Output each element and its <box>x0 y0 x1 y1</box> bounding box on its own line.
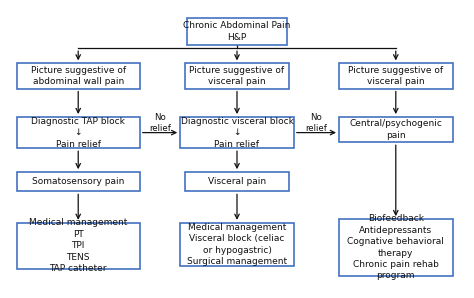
FancyBboxPatch shape <box>180 223 294 266</box>
FancyBboxPatch shape <box>17 63 140 89</box>
FancyBboxPatch shape <box>339 63 453 89</box>
Text: No
relief: No relief <box>305 113 328 133</box>
Text: Diagnostic TAP block
↓
Pain relief: Diagnostic TAP block ↓ Pain relief <box>31 117 125 149</box>
FancyBboxPatch shape <box>339 117 453 142</box>
FancyBboxPatch shape <box>185 172 289 191</box>
FancyBboxPatch shape <box>339 219 453 276</box>
FancyBboxPatch shape <box>17 223 140 269</box>
Text: Central/psychogenic
pain: Central/psychogenic pain <box>349 119 442 140</box>
FancyBboxPatch shape <box>187 18 287 45</box>
Text: Picture suggestive of
visceral pain: Picture suggestive of visceral pain <box>190 66 284 86</box>
Text: No
relief: No relief <box>149 113 171 133</box>
Text: Chronic Abdominal Pain
H&P: Chronic Abdominal Pain H&P <box>183 21 291 41</box>
Text: Biofeedback
Antidepressants
Cognative behavioral
therapy
Chronic pain rehab
prog: Biofeedback Antidepressants Cognative be… <box>347 214 444 280</box>
FancyBboxPatch shape <box>17 117 140 148</box>
FancyBboxPatch shape <box>185 63 289 89</box>
Text: Visceral pain: Visceral pain <box>208 177 266 186</box>
Text: Medical management
PT
TPI
TENS
TAP catheter: Medical management PT TPI TENS TAP cathe… <box>29 218 128 273</box>
FancyBboxPatch shape <box>180 117 294 148</box>
Text: Somatosensory pain: Somatosensory pain <box>32 177 124 186</box>
FancyBboxPatch shape <box>17 172 140 191</box>
Text: Diagnostic visceral block
↓
Pain relief: Diagnostic visceral block ↓ Pain relief <box>181 117 293 149</box>
Text: Picture suggestive of
abdominal wall pain: Picture suggestive of abdominal wall pai… <box>31 66 126 86</box>
Text: Medical management
Visceral block (celiac
or hypogastric)
Surgical management: Medical management Visceral block (celia… <box>187 223 287 266</box>
Text: Picture suggestive of
visceral pain: Picture suggestive of visceral pain <box>348 66 443 86</box>
